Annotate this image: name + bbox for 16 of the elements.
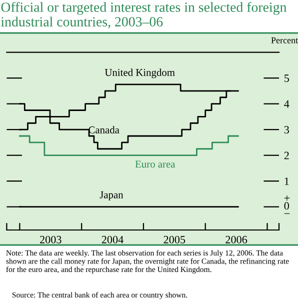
series-label: Euro area bbox=[135, 160, 176, 168]
series-label: Canada bbox=[88, 126, 120, 134]
y-axis-title: Percent bbox=[271, 37, 298, 44]
series-label: Japan bbox=[100, 191, 124, 200]
y-tick-label: 1 bbox=[284, 178, 289, 185]
y-tick-label: 4 bbox=[284, 100, 290, 108]
x-tick-label: 2003 bbox=[40, 236, 62, 244]
x-tick-label: 2006 bbox=[226, 236, 248, 244]
y-tick-label: 5 bbox=[284, 74, 289, 82]
y-tick-label: 2 bbox=[284, 152, 289, 160]
y-tick-label: 3 bbox=[284, 126, 289, 134]
y-tick-label: + 0 − bbox=[284, 195, 290, 214]
x-tick-label: 2004 bbox=[102, 236, 124, 244]
series-label: United Kingdom bbox=[104, 68, 175, 78]
chart-title: Official or targeted interest rates in selected foreign industrial countries, 2003–06 bbox=[0, 2, 287, 28]
x-tick-label: 2005 bbox=[164, 236, 186, 244]
